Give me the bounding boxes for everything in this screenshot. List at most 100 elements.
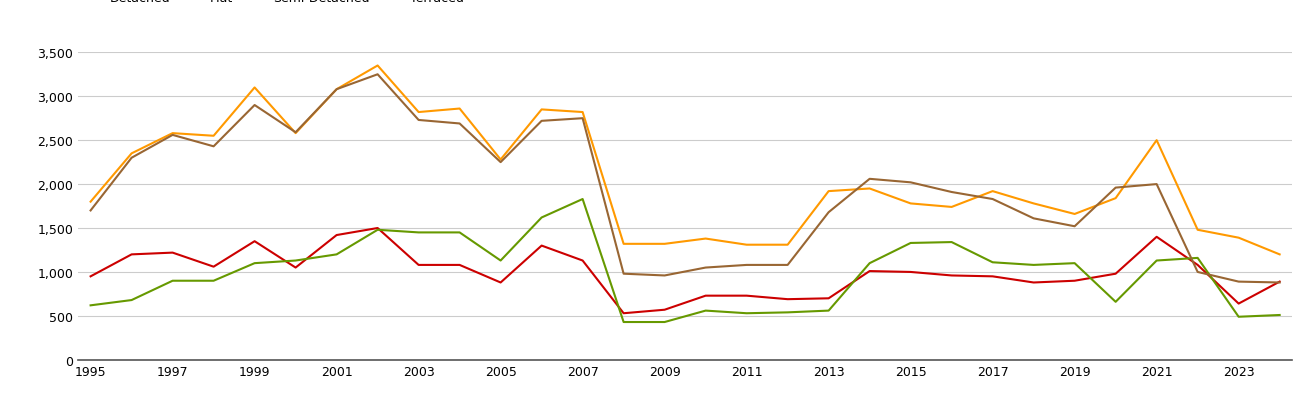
Terraced [1190,270,1206,275]
Terraced [452,122,467,127]
Terraced [206,144,222,149]
Terraced [574,117,590,121]
Semi-Detached [616,242,632,247]
Flat [616,320,632,325]
Semi-Detached [1026,202,1041,207]
Flat [780,310,796,315]
Semi-Detached [288,131,304,136]
Semi-Detached [1148,138,1164,143]
Detached [656,308,672,312]
Terraced [1231,279,1246,284]
Terraced [1148,182,1164,187]
Terraced [739,263,754,268]
Semi-Detached [1231,236,1246,240]
Flat [944,240,959,245]
Detached [247,239,262,244]
Flat [739,311,754,316]
Detached [903,270,919,275]
Flat [247,261,262,266]
Terraced [944,190,959,195]
Semi-Detached [411,110,427,115]
Semi-Detached [124,151,140,156]
Terraced [369,73,385,78]
Terraced [247,103,262,108]
Flat [288,258,304,263]
Detached [1108,272,1124,276]
Flat [574,197,590,202]
Terraced [82,209,98,213]
Terraced [861,177,877,182]
Detached [616,311,632,316]
Semi-Detached [656,242,672,247]
Detached [534,243,549,248]
Flat [1148,258,1164,263]
Semi-Detached [698,236,714,241]
Detached [574,258,590,263]
Detached [985,274,1001,279]
Semi-Detached [493,157,509,162]
Terraced [656,273,672,278]
Flat [985,260,1001,265]
Detached [1190,263,1206,268]
Semi-Detached [369,64,385,69]
Terraced [1108,186,1124,191]
Terraced [1066,224,1082,229]
Line: Terraced: Terraced [90,75,1280,283]
Terraced [411,118,427,123]
Semi-Detached [164,131,180,136]
Flat [329,252,345,257]
Detached [1272,279,1288,284]
Semi-Detached [739,243,754,247]
Flat [861,261,877,266]
Flat [1066,261,1082,266]
Flat [1026,263,1041,268]
Semi-Detached [821,189,837,194]
Line: Flat: Flat [90,200,1280,322]
Flat [82,303,98,308]
Detached [369,226,385,231]
Semi-Detached [329,88,345,92]
Semi-Detached [861,187,877,191]
Semi-Detached [534,108,549,112]
Semi-Detached [206,134,222,139]
Semi-Detached [82,200,98,204]
Terraced [821,210,837,215]
Semi-Detached [903,202,919,207]
Detached [1066,279,1082,283]
Detached [698,294,714,299]
Legend: Detached, Flat, Semi-Detached, Terraced: Detached, Flat, Semi-Detached, Terraced [85,0,463,5]
Flat [124,298,140,303]
Terraced [985,197,1001,202]
Flat [493,258,509,263]
Semi-Detached [985,189,1001,194]
Terraced [1026,216,1041,221]
Detached [411,263,427,268]
Detached [288,265,304,270]
Flat [1231,315,1246,319]
Terraced [616,272,632,276]
Detached [944,273,959,278]
Flat [369,228,385,233]
Semi-Detached [1066,212,1082,217]
Semi-Detached [452,107,467,112]
Semi-Detached [574,110,590,115]
Flat [1190,256,1206,261]
Flat [534,216,549,220]
Semi-Detached [1272,252,1288,257]
Detached [82,274,98,279]
Detached [780,297,796,302]
Detached [739,294,754,299]
Detached [452,263,467,268]
Semi-Detached [1108,196,1124,201]
Detached [124,252,140,257]
Detached [164,251,180,256]
Flat [452,230,467,235]
Terraced [1272,280,1288,285]
Terraced [493,160,509,165]
Terraced [329,88,345,92]
Flat [164,279,180,283]
Detached [861,269,877,274]
Terraced [903,180,919,185]
Terraced [534,119,549,124]
Flat [1108,300,1124,305]
